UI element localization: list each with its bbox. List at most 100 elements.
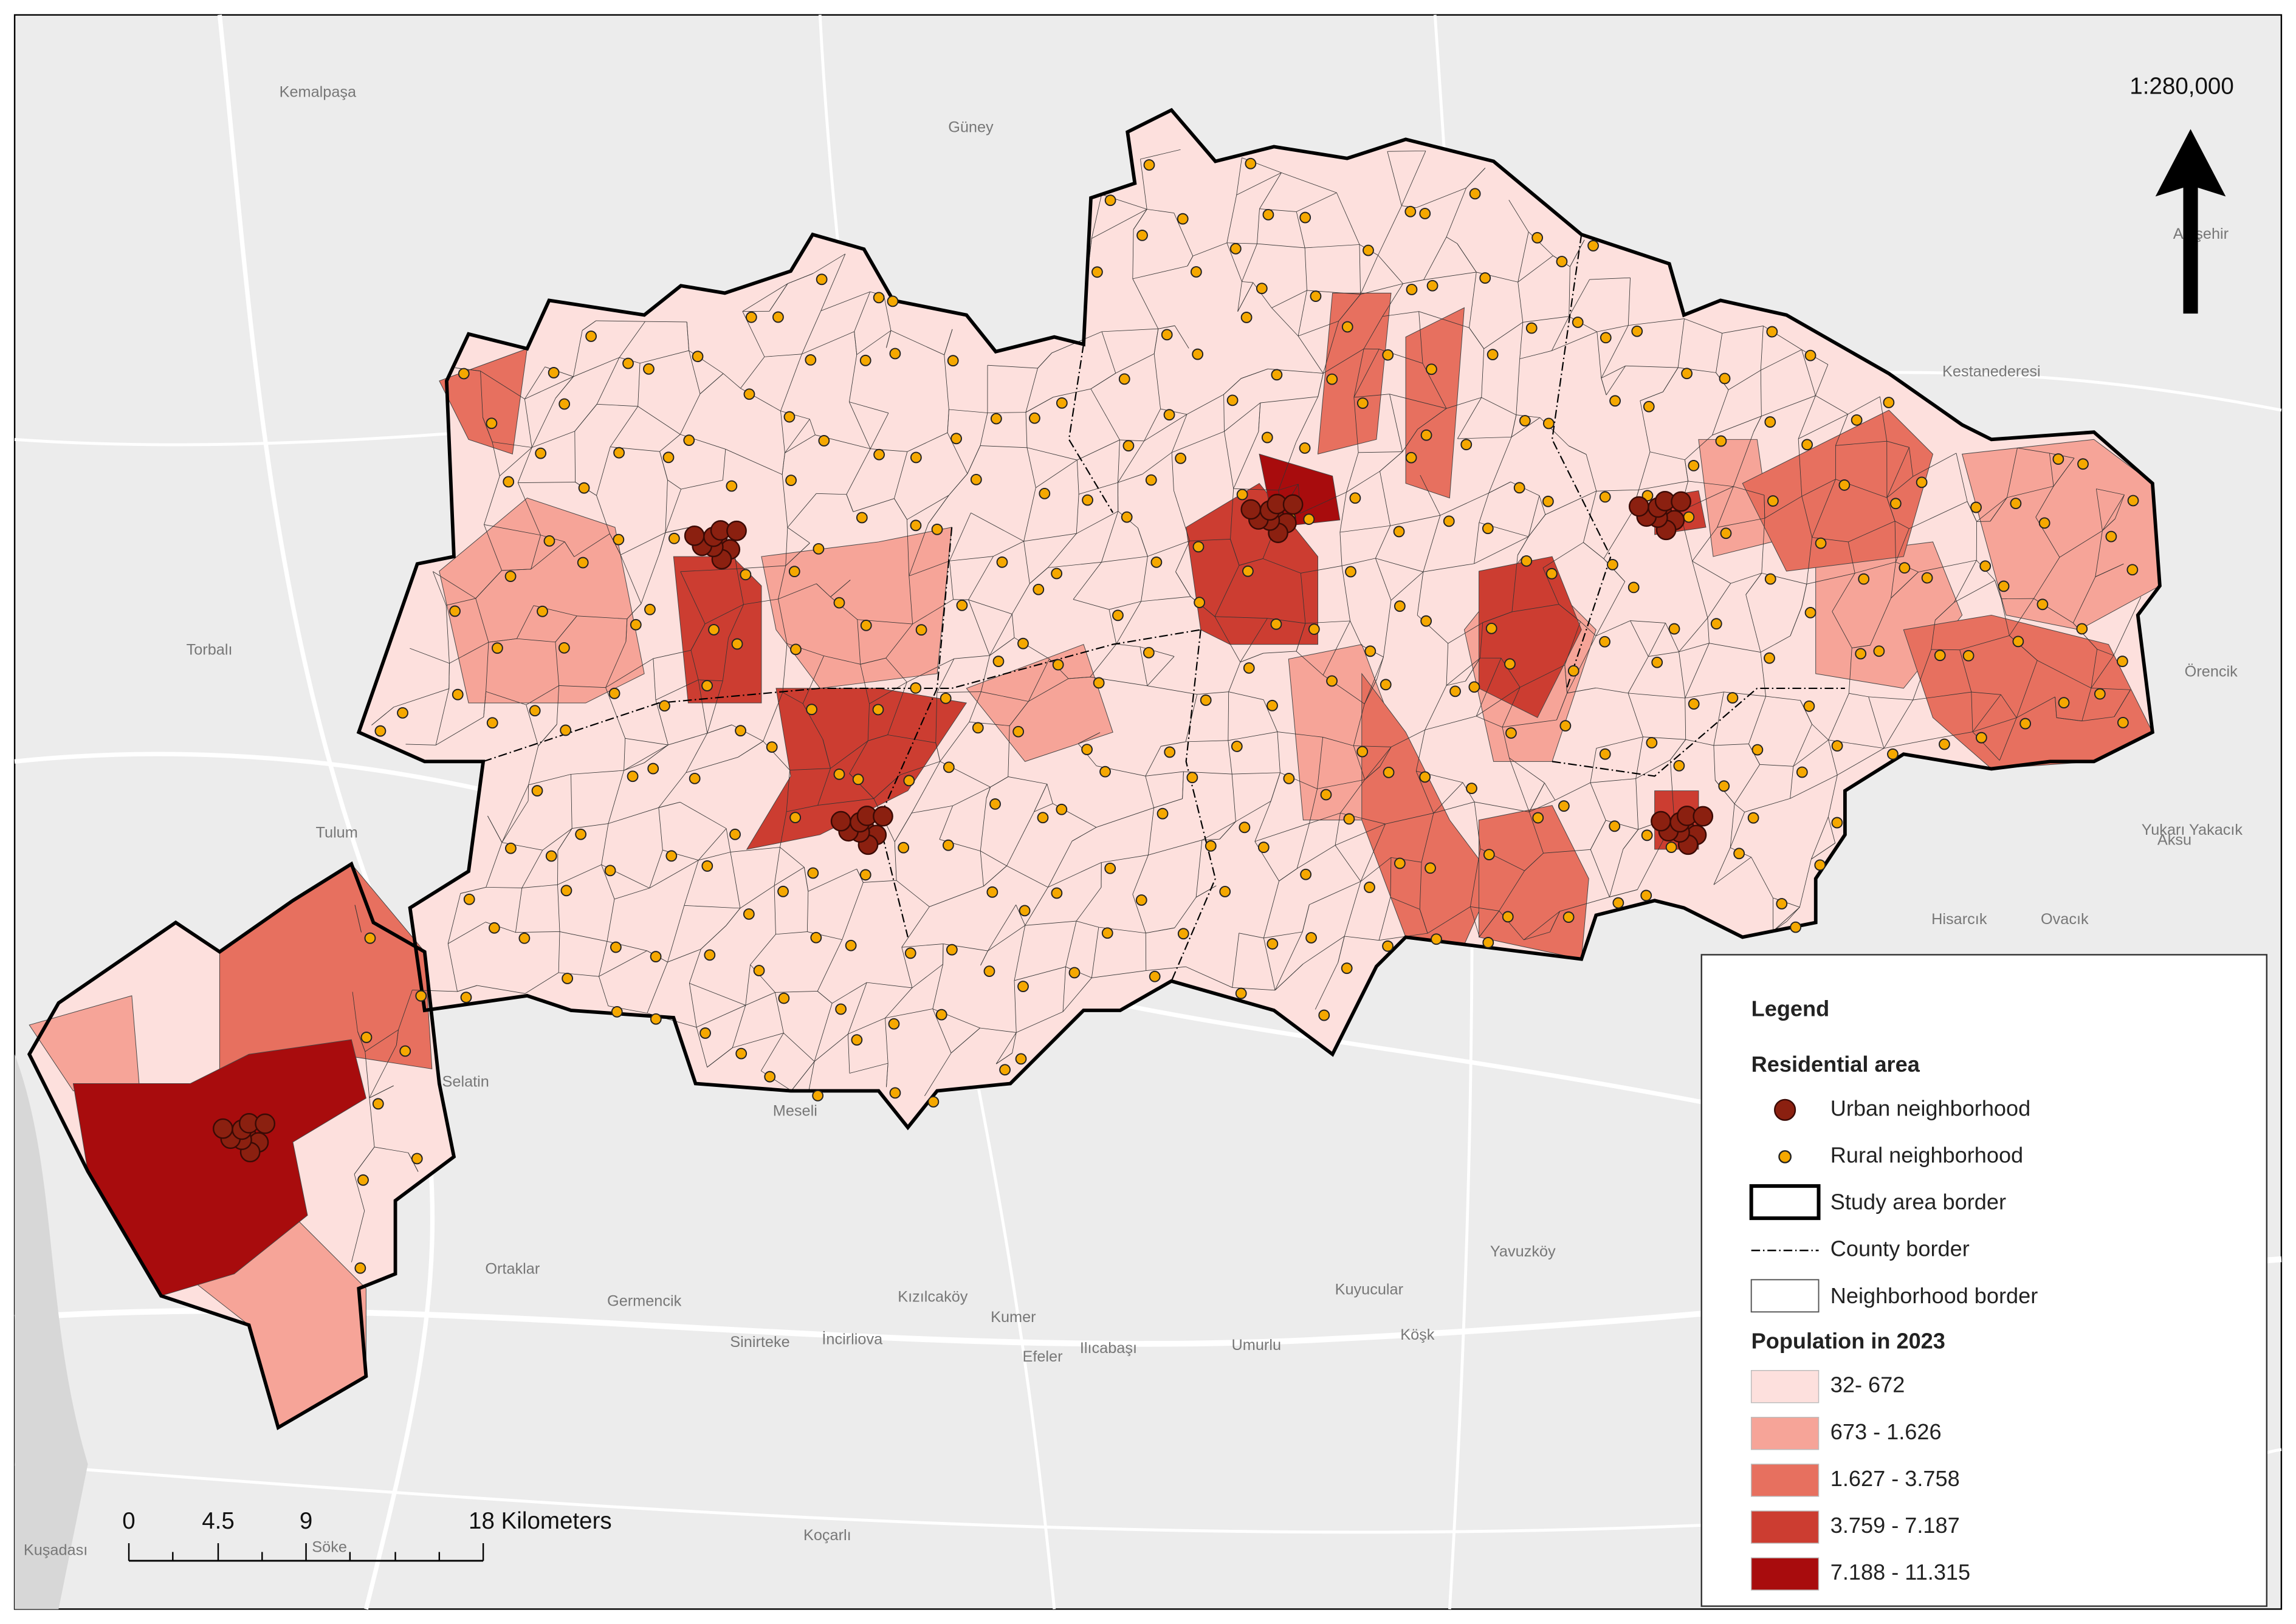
neighborhood-border	[1545, 490, 1597, 515]
neighborhood-border	[1959, 649, 1972, 693]
class-label: 1.627 - 3.758	[1830, 1466, 1960, 1491]
neighborhood-border	[785, 434, 816, 453]
neighborhood-border	[1640, 400, 1651, 452]
neighborhood-border	[1793, 724, 1812, 767]
neighborhood-border	[624, 744, 669, 771]
rural-neighborhood	[1479, 272, 1491, 284]
class-swatch	[1750, 1369, 1820, 1403]
scale-bar: 0 4.5 9 18 Kilometers	[122, 1508, 612, 1562]
neighborhood-border	[1640, 391, 1663, 401]
neighborhood-border	[1935, 731, 1973, 739]
neighborhood-border	[374, 1146, 408, 1153]
neighborhood-border	[937, 659, 955, 693]
neighborhood-border	[484, 524, 503, 571]
neighborhood-border	[1296, 623, 1306, 652]
rural-neighborhood	[783, 411, 796, 423]
rural-neighborhood	[1641, 829, 1653, 841]
neighborhood-border	[369, 1098, 375, 1147]
neighborhood-border	[885, 1009, 933, 1019]
neighborhood-border	[809, 419, 816, 435]
rural-neighborhood	[701, 860, 713, 872]
neighborhood-border	[1101, 854, 1149, 863]
rural-neighborhood	[1804, 349, 1817, 361]
urban-symbol	[1774, 1098, 1796, 1121]
neighborhood-border	[1446, 657, 1480, 686]
neighborhood-border	[1338, 936, 1345, 963]
neighborhood-border	[949, 473, 968, 496]
neighborhood-border	[601, 865, 615, 899]
rural-neighborhood	[1651, 656, 1663, 668]
neighborhood-border	[1801, 584, 1807, 607]
neighborhood-border	[1172, 431, 1225, 453]
neighborhood-border	[1118, 440, 1120, 483]
rural-neighborhood	[1394, 857, 1406, 869]
neighborhood-border	[484, 524, 541, 536]
neighborhood-border	[854, 292, 871, 332]
place-name: Efeler	[1022, 1348, 1062, 1365]
neighborhood-border	[817, 991, 833, 1004]
place-name: Kemalpaşa	[280, 83, 357, 100]
neighborhood-border	[638, 406, 681, 435]
neighborhood-border	[2113, 597, 2142, 656]
rural-neighborhood	[1921, 572, 1933, 584]
neighborhood-border	[1047, 533, 1077, 568]
urban-neighborhood	[1671, 491, 1691, 512]
rural-neighborhood	[743, 388, 755, 400]
rural-neighborhood	[650, 1013, 662, 1025]
rural-neighborhood	[608, 687, 620, 699]
neighborhood-border	[1567, 636, 1597, 694]
neighborhood-border	[988, 925, 1025, 951]
neighborhood-border	[1474, 801, 1481, 849]
rural-neighborhood	[1855, 648, 1867, 660]
rural-neighborhood	[699, 1027, 711, 1039]
neighborhood-border	[1913, 453, 1957, 477]
neighborhood-border	[1764, 495, 1765, 518]
rural-neighborhood	[1405, 451, 1417, 464]
neighborhood-border	[1383, 600, 1392, 657]
rural-neighborhood	[411, 1153, 423, 1165]
neighborhood-border	[949, 409, 988, 413]
neighborhood-border	[1417, 572, 1424, 615]
rural-neighborhood	[1056, 803, 1068, 815]
neighborhood-border	[1528, 495, 1540, 537]
neighborhood-border	[980, 851, 984, 886]
neighborhood-border	[1224, 431, 1234, 489]
neighborhood-border	[968, 599, 1012, 615]
neighborhood-border	[1231, 774, 1236, 822]
rural-neighborhood	[1356, 745, 1369, 758]
neighborhood-border	[775, 991, 818, 993]
neighborhood-border	[1214, 565, 1240, 617]
rural-neighborhood	[1425, 862, 1436, 874]
rural-neighborhood	[992, 656, 1005, 667]
neighborhood-border	[1488, 481, 1511, 493]
rural-neighborhood	[415, 990, 427, 1002]
neighborhood-border	[1254, 801, 1271, 842]
neighborhood-border	[1148, 840, 1202, 855]
neighborhood-border	[1390, 857, 1422, 863]
neighborhood-border	[1479, 911, 1500, 937]
neighborhood-border	[1375, 558, 1423, 572]
neighborhood-border	[1144, 414, 1188, 442]
neighborhood-border	[1025, 920, 1077, 926]
neighborhood-border	[1427, 906, 1471, 934]
neighborhood-border	[929, 886, 984, 907]
rural-neighborhood	[1801, 439, 1813, 451]
rural-neighborhood	[1556, 256, 1568, 267]
rural-neighborhood	[1363, 244, 1374, 256]
neighborhood-border	[1353, 349, 1364, 398]
study-area-border	[27, 861, 456, 1431]
neighborhood-border	[1279, 868, 1298, 882]
rural-neighborhood	[777, 885, 789, 897]
sea	[15, 1054, 88, 1609]
rural-neighborhood	[1525, 322, 1538, 334]
neighborhood-border	[1228, 740, 1232, 775]
rural-neighborhood	[1640, 889, 1652, 902]
rural-neighborhood	[1231, 741, 1243, 752]
neighborhood-border	[445, 605, 450, 663]
neighborhood-border	[365, 1051, 370, 1098]
neighborhood-border	[1375, 526, 1390, 559]
rural-neighborhood	[947, 355, 959, 367]
rural-neighborhood	[1177, 928, 1189, 940]
rural-neighborhood	[562, 973, 574, 984]
neighborhood-border	[2035, 486, 2054, 518]
